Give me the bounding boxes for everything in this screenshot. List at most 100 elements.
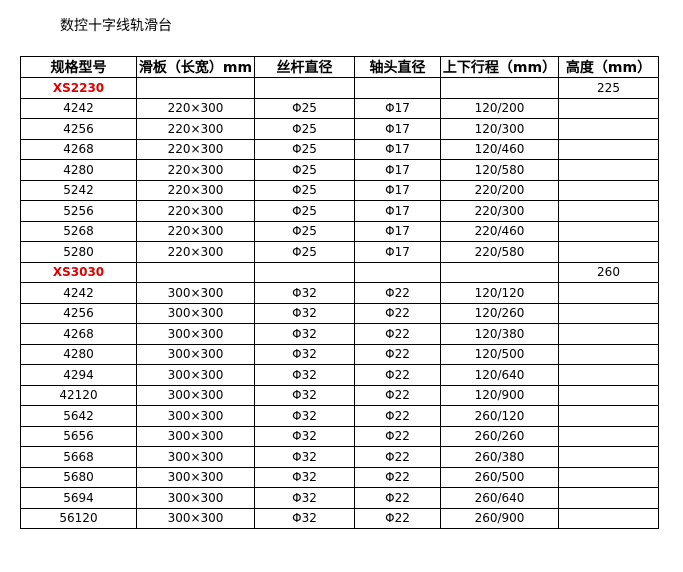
- cell-shaft-diameter: Φ17: [354, 118, 441, 140]
- cell-travel: 120/120: [440, 282, 559, 304]
- cell-screw-diameter: Φ25: [254, 118, 355, 140]
- cell-travel: 260/900: [440, 507, 559, 529]
- cell-model: 4294: [20, 364, 137, 386]
- cell-model: 5242: [20, 179, 137, 201]
- cell-travel: 220/200: [440, 179, 559, 201]
- cell-model: 4256: [20, 302, 137, 324]
- cell-model: 4256: [20, 118, 137, 140]
- cell-height: [558, 138, 659, 160]
- cell-travel: 120/500: [440, 343, 559, 365]
- cell-height: [558, 282, 659, 304]
- table-row: 4256 220×300 Φ25 Φ17 120/300: [20, 118, 659, 140]
- table-row: 4294 300×300 Φ32 Φ22 120/640: [20, 364, 659, 386]
- cell-shaft-diameter: Φ17: [354, 220, 441, 242]
- cell-slide-size: [136, 261, 255, 283]
- cell-screw-diameter: Φ32: [254, 364, 355, 386]
- cell-model: 42120: [20, 384, 137, 406]
- cell-shaft-diameter: [354, 261, 441, 283]
- cell-height: [558, 343, 659, 365]
- cell-slide-size: 300×300: [136, 343, 255, 365]
- cell-slide-size: 300×300: [136, 466, 255, 488]
- cell-shaft-diameter: Φ17: [354, 179, 441, 201]
- cell-shaft-diameter: Φ22: [354, 364, 441, 386]
- cell-travel: 260/640: [440, 487, 559, 509]
- cell-height: [558, 200, 659, 222]
- cell-slide-size: 300×300: [136, 425, 255, 447]
- cell-model: 5256: [20, 200, 137, 222]
- cell-slide-size: 220×300: [136, 241, 255, 263]
- cell-height: 260: [558, 261, 659, 283]
- cell-model: 5642: [20, 405, 137, 427]
- cell-height: [558, 241, 659, 263]
- cell-screw-diameter: Φ25: [254, 159, 355, 181]
- cell-screw-diameter: Φ32: [254, 343, 355, 365]
- cell-slide-size: 300×300: [136, 282, 255, 304]
- cell-screw-diameter: Φ32: [254, 323, 355, 345]
- cell-model: 4280: [20, 159, 137, 181]
- cell-height: [558, 446, 659, 468]
- cell-height: [558, 466, 659, 488]
- cell-shaft-diameter: Φ22: [354, 282, 441, 304]
- cell-travel: 220/300: [440, 200, 559, 222]
- cell-travel: 120/200: [440, 97, 559, 119]
- cell-slide-size: 300×300: [136, 446, 255, 468]
- cell-model: 5656: [20, 425, 137, 447]
- header-shaft-diameter: 轴头直径: [354, 56, 441, 78]
- cell-screw-diameter: Φ25: [254, 138, 355, 160]
- cell-shaft-diameter: [354, 77, 441, 99]
- cell-model: 5680: [20, 466, 137, 488]
- cell-travel: [440, 261, 559, 283]
- cell-model: XS2230: [20, 77, 137, 99]
- header-screw-diameter: 丝杆直径: [254, 56, 355, 78]
- cell-shaft-diameter: Φ22: [354, 323, 441, 345]
- cell-shaft-diameter: Φ22: [354, 343, 441, 365]
- cell-slide-size: 300×300: [136, 487, 255, 509]
- header-travel: 上下行程（mm）: [440, 56, 559, 78]
- cell-slide-size: 220×300: [136, 138, 255, 160]
- table-row: 4242 300×300 Φ32 Φ22 120/120: [20, 282, 659, 304]
- cell-travel: 120/300: [440, 118, 559, 140]
- cell-height: [558, 302, 659, 324]
- cell-screw-diameter: Φ32: [254, 487, 355, 509]
- cell-slide-size: 300×300: [136, 302, 255, 324]
- cell-model: 5694: [20, 487, 137, 509]
- cell-slide-size: 220×300: [136, 97, 255, 119]
- cell-model: 56120: [20, 507, 137, 529]
- cell-height: [558, 179, 659, 201]
- group-row: XS2230 225: [20, 77, 659, 99]
- page-title: 数控十字线轨滑台: [60, 18, 172, 34]
- cell-shaft-diameter: Φ22: [354, 466, 441, 488]
- cell-screw-diameter: Φ32: [254, 405, 355, 427]
- header-model: 规格型号: [20, 56, 137, 78]
- cell-screw-diameter: [254, 261, 355, 283]
- table-row: 5280 220×300 Φ25 Φ17 220/580: [20, 241, 659, 263]
- cell-height: [558, 507, 659, 529]
- table-row: 5268 220×300 Φ25 Φ17 220/460: [20, 220, 659, 242]
- cell-screw-diameter: Φ25: [254, 241, 355, 263]
- cell-shaft-diameter: Φ22: [354, 384, 441, 406]
- cell-travel: 120/580: [440, 159, 559, 181]
- cell-model: 4268: [20, 138, 137, 160]
- cell-model: 5280: [20, 241, 137, 263]
- cell-slide-size: 220×300: [136, 179, 255, 201]
- table-row: 5256 220×300 Φ25 Φ17 220/300: [20, 200, 659, 222]
- cell-model: 5268: [20, 220, 137, 242]
- cell-model: 4280: [20, 343, 137, 365]
- cell-travel: [440, 77, 559, 99]
- cell-screw-diameter: Φ25: [254, 97, 355, 119]
- cell-height: [558, 425, 659, 447]
- cell-shaft-diameter: Φ17: [354, 159, 441, 181]
- header-row: 规格型号 滑板（长宽）mm 丝杆直径 轴头直径 上下行程（mm） 高度（mm）: [20, 56, 659, 78]
- header-height: 高度（mm）: [558, 56, 659, 78]
- cell-slide-size: 220×300: [136, 159, 255, 181]
- cell-slide-size: 300×300: [136, 405, 255, 427]
- table-row: 4256 300×300 Φ32 Φ22 120/260: [20, 302, 659, 324]
- table-row: 4268 300×300 Φ32 Φ22 120/380: [20, 323, 659, 345]
- cell-shaft-diameter: Φ22: [354, 425, 441, 447]
- cell-height: 225: [558, 77, 659, 99]
- cell-screw-diameter: Φ25: [254, 179, 355, 201]
- cell-height: [558, 118, 659, 140]
- cell-screw-diameter: Φ32: [254, 425, 355, 447]
- cell-slide-size: 300×300: [136, 364, 255, 386]
- cell-slide-size: 300×300: [136, 323, 255, 345]
